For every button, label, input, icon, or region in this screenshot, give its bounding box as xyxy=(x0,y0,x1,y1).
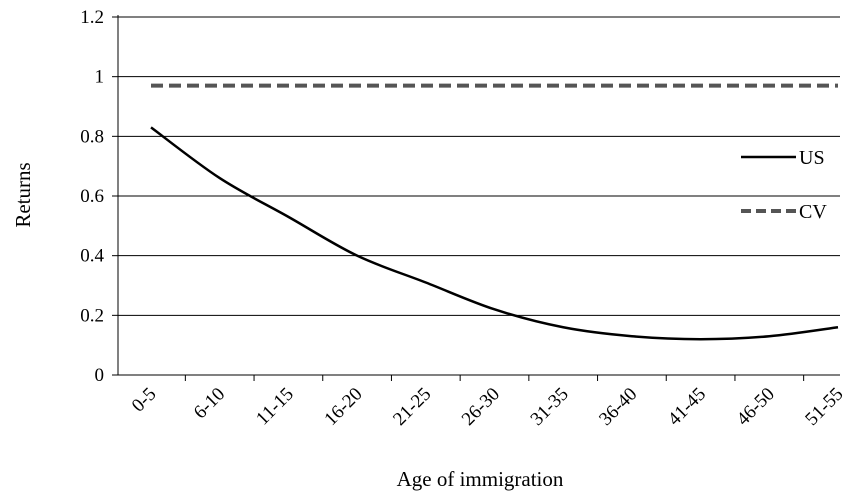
legend-label-us: US xyxy=(799,147,825,169)
x-tick-label: 6-10 xyxy=(190,384,229,423)
x-tick-label: 36-40 xyxy=(595,384,641,430)
legend-label-cv: CV xyxy=(799,201,827,223)
y-tick-label: 0.8 xyxy=(80,126,104,147)
x-axis-title: Age of immigration xyxy=(397,467,564,491)
x-tick-label: 41-45 xyxy=(664,384,710,430)
series-line-us xyxy=(150,126,839,341)
series-lines xyxy=(150,83,839,341)
x-tick-label: 21-25 xyxy=(389,384,435,430)
gridlines xyxy=(118,16,840,316)
y-tick-label: 0.2 xyxy=(80,305,104,326)
y-tick-label: 0 xyxy=(95,365,105,386)
x-tick-label: 16-20 xyxy=(320,384,366,430)
x-tick-label: 51-55 xyxy=(801,384,847,430)
legend: US CV xyxy=(741,147,827,223)
x-tick-label: 31-35 xyxy=(527,384,573,430)
x-tick-label: 46-50 xyxy=(733,384,779,430)
x-tick-label: 11-15 xyxy=(252,384,298,430)
x-tick-label: 0-5 xyxy=(128,384,161,417)
axes: 0 0.2 0.4 0.6 0.8 1 1.2 0-5 6-10 11-15 16-20 21-25 2… xyxy=(80,7,847,430)
x-tick-label: 26-30 xyxy=(458,384,504,430)
y-axis-title: Returns xyxy=(11,162,35,227)
y-tick-label: 0.6 xyxy=(80,186,104,207)
y-tick-label: 1.2 xyxy=(80,7,104,28)
y-tick-label: 0.4 xyxy=(80,246,104,267)
y-tick-label: 1 xyxy=(95,67,105,88)
